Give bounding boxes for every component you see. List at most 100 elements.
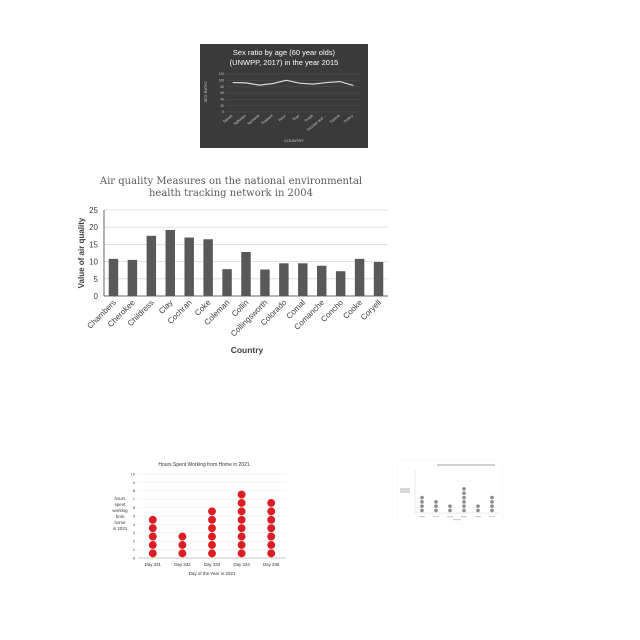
y-axis-label-line: working	[112, 508, 128, 513]
work-from-home-dot-plot: Hours Spent Working from Home in 2021 ho…	[112, 462, 286, 576]
y-tick-label: 0	[94, 292, 99, 301]
dot	[476, 508, 480, 513]
bar	[354, 258, 365, 296]
dot	[237, 532, 246, 541]
bar	[146, 235, 157, 296]
bar	[203, 239, 213, 296]
y-axis-label-blur	[400, 488, 410, 493]
x-tick-label: Coryell	[359, 298, 383, 322]
chart-title-line-1: Sex ratio by age (60 year olds)	[233, 48, 336, 57]
y-tick-label: 25	[89, 206, 98, 215]
dot	[267, 541, 276, 549]
air-quality-bar-chart: Air quality Measures on the national env…	[77, 176, 388, 355]
bar	[241, 251, 251, 296]
dot	[148, 524, 157, 533]
x-tick-label: Timor	[277, 113, 287, 122]
chart-title-line-1: Air quality Measures on the national env…	[99, 176, 362, 187]
chart-background	[200, 44, 368, 148]
dot	[448, 504, 452, 508]
x-tick-label: Day 335	[263, 562, 280, 567]
y-tick-label: 5	[133, 514, 135, 518]
y-tick-label: 15	[89, 240, 98, 249]
dot	[462, 508, 466, 513]
y-axis-label-line: spent	[115, 502, 127, 507]
dot	[237, 490, 246, 499]
y-tick-label: 20	[89, 223, 98, 232]
bar	[317, 265, 327, 296]
y-tick-label: 0	[133, 556, 135, 560]
dot	[208, 532, 216, 541]
dot	[462, 504, 466, 508]
dot	[462, 500, 466, 504]
dot	[490, 500, 494, 504]
x-tick-label: Thailand	[260, 114, 273, 126]
dot	[434, 504, 438, 508]
x-axis-label: Day of the Year in 2021	[189, 571, 236, 576]
dot	[237, 549, 246, 558]
x-tick-label: Tunisia	[329, 114, 340, 124]
dot	[490, 495, 494, 500]
chart-title-line-2: (UNWPP, 2017) in the year 2015	[230, 58, 339, 67]
x-axis-label: Country	[231, 345, 264, 355]
dot	[148, 541, 157, 549]
chart-title: Hours Spent Working from Home in 2021	[158, 462, 250, 468]
dot	[237, 524, 246, 533]
dot	[490, 508, 494, 513]
dot	[148, 549, 157, 558]
dot	[267, 532, 276, 541]
x-tick-label-blur	[447, 516, 453, 518]
y-tick-label: 8	[133, 489, 135, 493]
x-tick-label: Day 332	[174, 562, 191, 567]
bar	[373, 261, 384, 296]
y-tick-label: 40	[220, 98, 224, 102]
series-line	[232, 79, 354, 86]
dot	[267, 549, 276, 558]
dot	[434, 500, 438, 504]
dot	[476, 504, 480, 508]
y-tick-label: 120	[219, 72, 225, 76]
bar	[184, 237, 194, 296]
y-tick-label: 10	[89, 258, 98, 267]
y-tick-label: 0	[222, 110, 224, 114]
chart-background	[397, 460, 503, 524]
dot	[208, 515, 216, 524]
y-tick-label: 80	[220, 85, 224, 89]
chart-title-blur	[437, 464, 495, 466]
dot	[267, 507, 276, 516]
x-tick-label: Day 333	[204, 562, 221, 567]
y-tick-label: 2	[133, 540, 135, 544]
dot	[148, 532, 157, 541]
x-axis-label-blur	[453, 519, 461, 521]
y-tick-label: 6	[133, 506, 135, 510]
x-tick-label-blur	[419, 516, 425, 518]
dot	[267, 499, 276, 507]
dot	[208, 507, 216, 516]
dot	[448, 508, 452, 513]
x-tick-label-blur	[433, 516, 439, 518]
dot	[237, 541, 246, 549]
y-tick-label: 4	[133, 523, 135, 527]
dot	[208, 524, 216, 533]
y-axis-label-line: hours	[115, 496, 127, 501]
y-axis-label-line: in 2021	[113, 526, 128, 531]
dot	[178, 549, 187, 558]
dot	[462, 487, 466, 491]
x-tick-label: Tonga	[304, 114, 314, 123]
y-tick-label: 5	[94, 275, 99, 284]
dot	[420, 500, 424, 504]
dot	[237, 499, 246, 507]
dot	[420, 495, 424, 500]
chart-title-line-2: health tracking network in 2004	[149, 188, 313, 199]
dot	[420, 508, 424, 513]
y-axis-label-line: from	[116, 514, 125, 519]
y-tick-label: 10	[131, 472, 135, 476]
x-tick-label-blur	[475, 516, 481, 518]
dot	[237, 507, 246, 516]
bar	[127, 259, 138, 296]
bar	[298, 263, 308, 296]
dot	[434, 508, 438, 513]
y-axis-label: SEX RATIO	[203, 81, 208, 102]
dot	[178, 541, 187, 549]
dot	[490, 504, 494, 508]
